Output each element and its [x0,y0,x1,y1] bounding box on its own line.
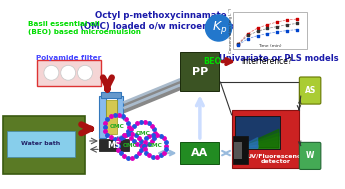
Point [275,20,280,23]
Text: $K_p$: $K_p$ [212,19,227,36]
Circle shape [105,115,129,139]
Circle shape [108,118,126,136]
Point [294,22,299,25]
FancyBboxPatch shape [299,77,321,104]
FancyBboxPatch shape [101,92,121,98]
Text: UV/Fluorescence
detector: UV/Fluorescence detector [246,153,305,164]
FancyBboxPatch shape [99,139,129,151]
FancyBboxPatch shape [231,110,299,168]
Point [275,30,280,33]
Circle shape [44,65,59,80]
FancyBboxPatch shape [37,60,101,86]
Point [275,25,280,28]
Circle shape [131,121,155,146]
Circle shape [147,138,163,154]
FancyBboxPatch shape [117,96,123,138]
FancyBboxPatch shape [233,136,247,164]
Point [265,32,270,35]
Point [255,34,260,37]
FancyBboxPatch shape [235,142,242,159]
Point [284,23,290,26]
Point [245,37,251,40]
Text: interference?: interference? [241,57,292,66]
FancyArrowPatch shape [222,59,231,64]
Circle shape [134,125,152,142]
Text: Polyamide filter: Polyamide filter [37,55,102,61]
Point [265,27,270,30]
Point [235,42,241,45]
Circle shape [121,137,139,154]
Text: OMC: OMC [109,125,124,129]
Text: Concentration (mg L⁻¹): Concentration (mg L⁻¹) [229,8,233,53]
Text: Univariate or PLS models: Univariate or PLS models [218,54,338,63]
FancyBboxPatch shape [180,142,219,164]
Point [284,29,290,32]
Text: AA: AA [191,148,208,158]
Circle shape [61,65,76,80]
FancyBboxPatch shape [106,100,117,134]
Text: Octyl p-methoxycinnamate
(OMC) loaded o/w microemulsion: Octyl p-methoxycinnamate (OMC) loaded o/… [80,11,241,31]
Point [265,23,270,26]
Circle shape [144,134,166,157]
Point [294,28,299,31]
Point [294,18,299,21]
FancyBboxPatch shape [8,131,75,157]
FancyBboxPatch shape [99,96,106,138]
FancyBboxPatch shape [235,116,280,149]
Point [235,43,241,46]
Point [255,26,260,29]
Text: Time (min): Time (min) [258,44,282,48]
Circle shape [206,15,231,41]
Text: OMC: OMC [122,143,137,148]
Point [235,43,241,46]
Text: PP: PP [192,67,208,77]
Point [284,19,290,22]
FancyBboxPatch shape [180,52,219,91]
Point [245,34,251,37]
Text: BEO: BEO [204,57,222,66]
Text: OMC: OMC [136,131,150,136]
FancyBboxPatch shape [233,12,307,50]
Point [245,32,251,35]
Point [255,30,260,33]
Text: OMC: OMC [148,143,162,148]
FancyBboxPatch shape [299,142,321,170]
Text: AS: AS [305,86,316,95]
Text: Basil essential oil
(BEO) based microemulsion: Basil essential oil (BEO) based microemu… [28,21,141,35]
Text: Water bath: Water bath [21,141,61,146]
FancyBboxPatch shape [3,116,85,174]
Text: W: W [306,151,314,160]
Text: MS: MS [107,141,120,150]
Circle shape [78,65,92,80]
Circle shape [118,133,142,158]
